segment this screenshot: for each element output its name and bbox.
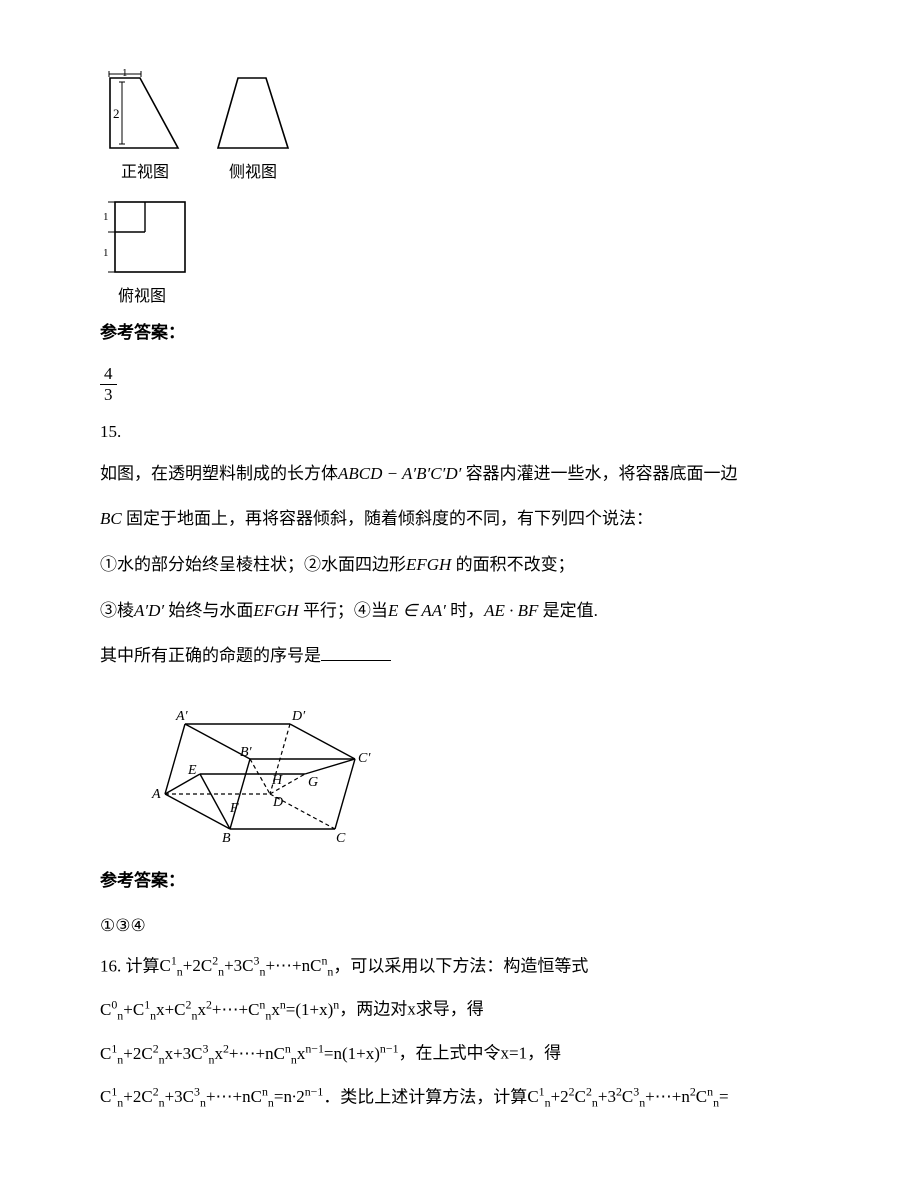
lbl-C: C: [336, 831, 346, 846]
q15-stmt1: ①水的部分始终呈棱柱状；②水面四边形EFGH 的面积不改变；: [100, 547, 820, 583]
side-view-svg: [208, 68, 298, 158]
lbl-Ap: A′: [175, 709, 189, 724]
q14-answer-den: 3: [100, 385, 117, 405]
q15-s2-i: 是定值.: [538, 601, 598, 620]
q16-line1: 16. 计算C1n+2C2n+3C3n+⋯+nCnn，可以采用以下方法：构造恒等…: [100, 950, 820, 984]
q16-line2: C0n+C1nx+C2nx2+⋯+Cnnxn=(1+x)n，两边对x求导，得: [100, 993, 820, 1027]
q15-stmt2: ③棱A′D′ 始终与水面EFGH 平行；④当E ∈ AA′ 时，AE · BF …: [100, 593, 820, 629]
top-view-mark1: 1: [103, 211, 109, 223]
answer-heading-15: 参考答案：: [100, 867, 820, 894]
q16-line3: C1n+2C2nx+3C3nx2+⋯+nCnnxn−1=n(1+x)n−1，在上…: [100, 1037, 820, 1071]
q16-line4: C1n+2C2n+3C3n+⋯+nCnn=n∙2n−1．类比上述计算方法，计算C…: [100, 1081, 820, 1115]
top-view-label: 俯视图: [118, 284, 166, 310]
q16-t5: ．类比上述计算方法，计算: [323, 1087, 527, 1106]
q15-p1-a: 如图，在透明塑料制成的长方体: [100, 464, 338, 483]
q15-s1-b: EFGH: [406, 555, 451, 574]
q15-p1-b: ABCD − A′B′C′D′: [338, 464, 461, 483]
q15-p2-b: 固定于地面上，再将容器倾斜，随着倾斜度的不同，有下列四个说法：: [122, 509, 653, 528]
front-view-svg: 1 2: [100, 68, 190, 158]
answer-heading-14: 参考答案：: [100, 319, 820, 346]
q16-t3: ，两边对x求导，得: [339, 1000, 484, 1019]
q15-s2-b: A′D′: [134, 601, 164, 620]
q16-t4: ，在上式中令x=1，得: [399, 1044, 562, 1063]
front-view-height-mark: 2: [113, 106, 120, 121]
q15-p1: 如图，在透明塑料制成的长方体ABCD − A′B′C′D′ 容器内灌进一些水，将…: [100, 456, 820, 492]
front-view: 1 2 正视图: [100, 68, 190, 186]
q15-p2: BC 固定于地面上，再将容器倾斜，随着倾斜度的不同，有下列四个说法：: [100, 501, 820, 537]
front-view-label: 正视图: [121, 160, 169, 186]
lbl-D: D: [272, 795, 283, 810]
q15-p3-text: 其中所有正确的命题的序号是: [100, 646, 321, 665]
q15-p3: 其中所有正确的命题的序号是: [100, 638, 820, 674]
q15-s2-d: EFGH: [253, 601, 298, 620]
cuboid-svg: A′ D′ B′ C′ A D B C E F G H: [130, 684, 380, 849]
q15-s2-a: ③棱: [100, 601, 134, 620]
q14-answer: 4 3: [100, 364, 820, 404]
q15-s1-a: ①水的部分始终呈棱柱状；②水面四边形: [100, 555, 406, 574]
q16-t1: 计算: [121, 956, 159, 975]
q15-s2-c: 始终与水面: [164, 601, 253, 620]
lbl-F: F: [229, 801, 239, 816]
lbl-Cp: C′: [358, 751, 371, 766]
q15-s2-f: E ∈ AA′: [388, 601, 446, 620]
q15-s2-h: AE · BF: [484, 601, 538, 620]
lbl-H: H: [271, 773, 283, 788]
front-view-width-mark: 1: [122, 68, 128, 79]
lbl-Bp: B′: [240, 745, 253, 760]
q15-answer: ①③④: [100, 912, 820, 939]
lbl-E: E: [187, 763, 197, 778]
top-view-row: 1 1 俯视图: [100, 192, 820, 310]
q16-number: 16.: [100, 956, 121, 975]
top-view-mark2: 1: [103, 247, 109, 259]
q15-s1-c: 的面积不改变；: [451, 555, 574, 574]
lbl-A: A: [151, 787, 161, 802]
q15-p1-c: 容器内灌进一些水，将容器底面一边: [461, 464, 737, 483]
top-view-svg: 1 1: [100, 192, 195, 282]
q14-answer-num: 4: [100, 364, 117, 385]
side-view: 侧视图: [208, 68, 298, 186]
side-view-label: 侧视图: [229, 160, 277, 186]
q15-p2-a: BC: [100, 509, 122, 528]
answer-blank: [321, 644, 391, 661]
q16-t2: ，可以采用以下方法：构造恒等式: [333, 956, 588, 975]
lbl-B: B: [222, 831, 231, 846]
cuboid-figure: A′ D′ B′ C′ A D B C E F G H: [130, 684, 820, 857]
q15-s2-e: 平行；④当: [299, 601, 388, 620]
q15-number: 15.: [100, 418, 820, 445]
lbl-Dp: D′: [291, 709, 306, 724]
q15-s2-g: 时，: [446, 601, 484, 620]
lbl-G: G: [308, 775, 318, 790]
three-views-top-row: 1 2 正视图 侧视图: [100, 68, 820, 186]
